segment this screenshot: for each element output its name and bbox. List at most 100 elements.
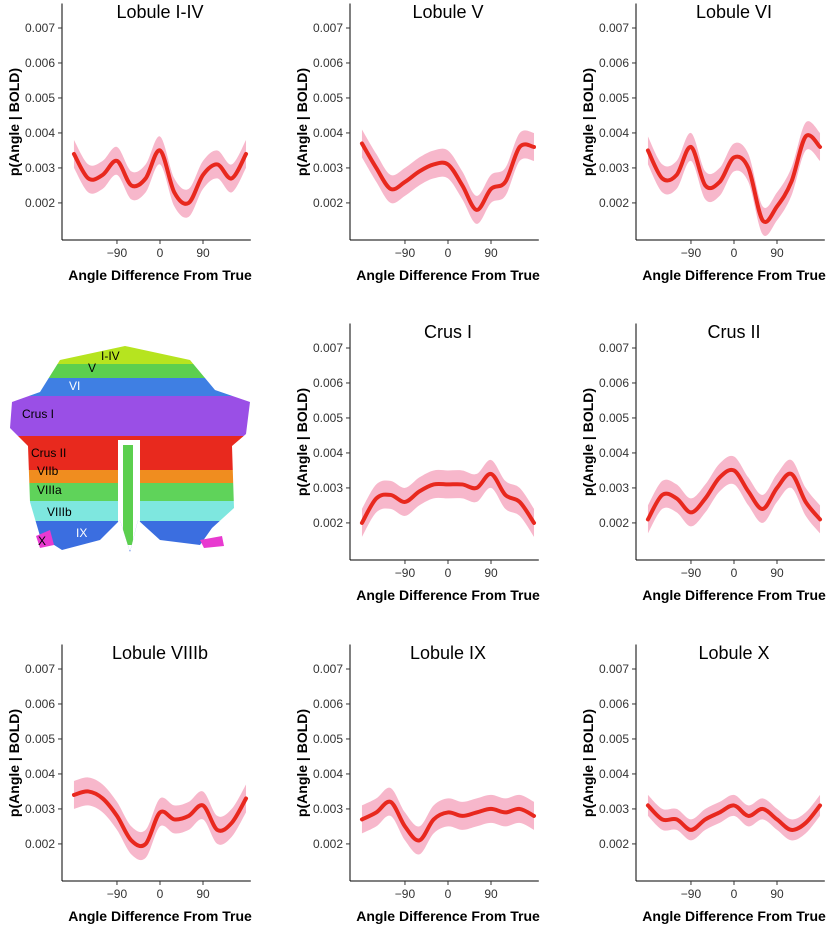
y-tick-label: 0.004 <box>313 767 343 781</box>
x-axis-label: Angle Difference From True <box>68 908 252 924</box>
y-axis-label: p(Angle | BOLD) <box>580 709 596 817</box>
chart-panel: Lobule IX Angle Difference From True p(Ang… <box>294 643 540 924</box>
y-tick-label: 0.007 <box>25 21 55 35</box>
y-axis-label: p(Angle | BOLD) <box>294 68 310 176</box>
x-tick-label: −90 <box>681 246 702 260</box>
x-tick-label: 90 <box>770 246 784 260</box>
y-tick-label: 0.004 <box>599 446 629 460</box>
chart-panel: Lobule I-IV Angle Difference From True p(A… <box>6 2 252 283</box>
x-tick-label: 0 <box>157 887 164 901</box>
x-tick-label: −90 <box>107 246 128 260</box>
x-tick-label: −90 <box>107 887 128 901</box>
x-tick-label: 0 <box>445 566 452 580</box>
region-label: VIIIb <box>47 505 72 519</box>
y-tick-label: 0.003 <box>599 481 629 495</box>
y-tick-label: 0.005 <box>25 91 55 105</box>
region-label: Crus I <box>22 407 54 421</box>
x-tick-label: 0 <box>157 246 164 260</box>
line <box>359 471 537 525</box>
y-tick-label: 0.004 <box>313 446 343 460</box>
chart-panel: Lobule VIIIb Angle Difference From True p(… <box>6 643 252 924</box>
region-label: Crus II <box>31 446 66 460</box>
y-tick-label: 0.002 <box>599 837 629 851</box>
region <box>200 536 224 548</box>
x-tick-label: 90 <box>196 246 210 260</box>
y-tick-label: 0.007 <box>313 662 343 676</box>
y-tick-label: 0.005 <box>599 411 629 425</box>
x-tick-label: 0 <box>445 887 452 901</box>
x-tick-label: 90 <box>770 566 784 580</box>
confidence-band <box>73 136 247 218</box>
line <box>359 141 537 212</box>
chart-title: Lobule I-IV <box>116 2 203 22</box>
chart-title: Lobule X <box>698 643 769 663</box>
x-axis-label: Angle Difference From True <box>642 908 826 924</box>
x-tick-label: −90 <box>395 246 416 260</box>
x-tick-label: 0 <box>731 246 738 260</box>
confidence-band <box>73 777 247 861</box>
y-tick-label: 0.007 <box>599 21 629 35</box>
y-tick-label: 0.005 <box>313 732 343 746</box>
x-tick-label: 0 <box>731 566 738 580</box>
chart-title: Lobule IX <box>410 643 486 663</box>
y-tick-label: 0.005 <box>313 91 343 105</box>
y-tick-label: 0.006 <box>599 376 629 390</box>
x-tick-label: 0 <box>445 246 452 260</box>
region <box>10 346 250 364</box>
chart-title: Crus II <box>707 322 760 342</box>
vermis <box>123 445 133 545</box>
chart-title: Crus I <box>424 322 472 342</box>
y-tick-label: 0.006 <box>599 697 629 711</box>
y-tick-label: 0.003 <box>25 802 55 816</box>
y-axis-label: p(Angle | BOLD) <box>6 68 22 176</box>
region-label: VI <box>69 379 80 393</box>
y-tick-label: 0.006 <box>25 56 55 70</box>
y-tick-label: 0.007 <box>599 341 629 355</box>
y-axis-label: p(Angle | BOLD) <box>294 388 310 496</box>
x-axis-label: Angle Difference From True <box>356 908 540 924</box>
y-axis-label: p(Angle | BOLD) <box>580 68 596 176</box>
y-axis-label: p(Angle | BOLD) <box>294 709 310 817</box>
y-tick-label: 0.006 <box>25 697 55 711</box>
confidence-band <box>361 129 535 224</box>
chart-title: Lobule VIIIb <box>112 643 208 663</box>
y-tick-label: 0.002 <box>25 837 55 851</box>
line <box>645 467 823 522</box>
x-tick-label: −90 <box>395 887 416 901</box>
region-label: IX <box>76 526 87 540</box>
y-tick-label: 0.007 <box>313 341 343 355</box>
y-tick-label: 0.004 <box>599 126 629 140</box>
y-tick-label: 0.005 <box>599 91 629 105</box>
y-tick-label: 0.002 <box>25 196 55 210</box>
x-tick-label: −90 <box>395 566 416 580</box>
region <box>10 396 250 436</box>
confidence-band <box>361 459 535 537</box>
y-tick-label: 0.006 <box>313 697 343 711</box>
region-label: V <box>88 361 96 375</box>
chart-title: Lobule VI <box>696 2 772 22</box>
y-tick-label: 0.003 <box>25 161 55 175</box>
y-tick-label: 0.003 <box>599 161 629 175</box>
y-tick-label: 0.002 <box>313 516 343 530</box>
y-tick-label: 0.004 <box>599 767 629 781</box>
y-tick-label: 0.004 <box>313 126 343 140</box>
cerebellum-diagram <box>10 346 250 552</box>
y-tick-label: 0.003 <box>599 802 629 816</box>
y-axis-label: p(Angle | BOLD) <box>6 709 22 817</box>
x-tick-label: 90 <box>770 887 784 901</box>
y-tick-label: 0.004 <box>25 767 55 781</box>
x-axis-label: Angle Difference From True <box>356 267 540 283</box>
y-tick-label: 0.005 <box>313 411 343 425</box>
region <box>10 364 250 378</box>
x-axis-label: Angle Difference From True <box>68 267 252 283</box>
diagram-labels: I-IV V VI Crus I Crus II VIIb VIIIa VIII… <box>22 349 120 548</box>
region-label: I-IV <box>101 349 120 363</box>
chart-panel: Lobule X Angle Difference From True p(Angl… <box>580 643 826 924</box>
x-tick-label: 90 <box>196 887 210 901</box>
y-tick-label: 0.003 <box>313 802 343 816</box>
x-tick-label: −90 <box>681 566 702 580</box>
line <box>71 148 249 206</box>
y-tick-label: 0.007 <box>599 662 629 676</box>
y-tick-label: 0.007 <box>25 662 55 676</box>
region <box>10 378 250 396</box>
